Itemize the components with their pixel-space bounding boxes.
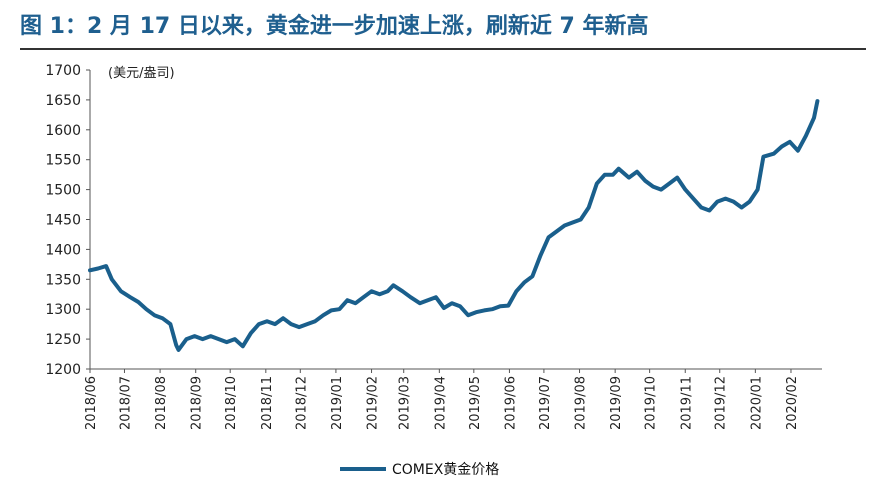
x-tick-label: 2019/02: [366, 376, 381, 430]
figure-title: 图 1：2 月 17 日以来，黄金进一步加速上涨，刷新近 7 年新高: [20, 14, 649, 39]
y-tick-label: 1650: [45, 93, 81, 109]
x-tick-label: 2019/08: [574, 376, 589, 430]
y-tick-label: 1450: [45, 213, 81, 229]
x-tick-label: 2019/03: [398, 376, 413, 430]
x-tick-label: 2020/01: [749, 376, 764, 430]
y-unit-label: (美元/盎司): [108, 66, 175, 81]
y-tick-label: 1600: [45, 123, 81, 139]
x-tick-label: 2019/01: [330, 376, 345, 430]
x-tick-label: 2019/09: [609, 376, 624, 430]
y-tick-label: 1350: [45, 272, 81, 288]
y-tick-label: 1550: [45, 153, 81, 169]
x-tick-label: 2018/07: [118, 376, 133, 430]
y-tick-label: 1500: [45, 183, 81, 199]
x-tick-label: 2019/11: [679, 376, 694, 430]
x-tick-label: 2018/06: [84, 376, 99, 430]
y-tick-label: 1200: [45, 362, 81, 378]
y-axis: 1200 1250 1300 1350 1400 1450 1500 1550 1600 1650…: [45, 63, 91, 378]
x-tick-label: 2018/11: [260, 376, 275, 430]
x-tick-label: 2019/12: [714, 376, 729, 430]
legend: COMEX黄金价格: [340, 459, 499, 479]
legend-label: COMEX黄金价格: [392, 462, 500, 478]
y-tick-label: 1250: [45, 332, 81, 348]
x-tick-label: 2019/07: [538, 376, 553, 430]
title-divider: [20, 48, 866, 50]
x-tick-label: 2019/06: [503, 376, 518, 430]
x-tick-label: 2018/10: [224, 376, 239, 430]
x-tick-label: 2018/12: [294, 376, 309, 430]
x-tick-label: 2019/05: [468, 376, 483, 430]
series-line-comex-gold: [88, 99, 820, 352]
x-tick-label: 2019/04: [433, 376, 448, 430]
x-tick-label: 2019/10: [644, 376, 659, 430]
y-tick-label: 1300: [45, 302, 81, 318]
x-tick-label: 2018/08: [154, 376, 169, 430]
legend-swatch: [340, 467, 386, 471]
y-tick-label: 1700: [45, 63, 81, 79]
y-tick-label: 1400: [45, 242, 81, 258]
x-tick-label: 2018/09: [190, 376, 205, 430]
x-tick-label: 2020/02: [785, 376, 800, 430]
x-axis: 2018/06 2018/07 2018/08 2018/09 2018/10 2018/…: [84, 368, 822, 430]
